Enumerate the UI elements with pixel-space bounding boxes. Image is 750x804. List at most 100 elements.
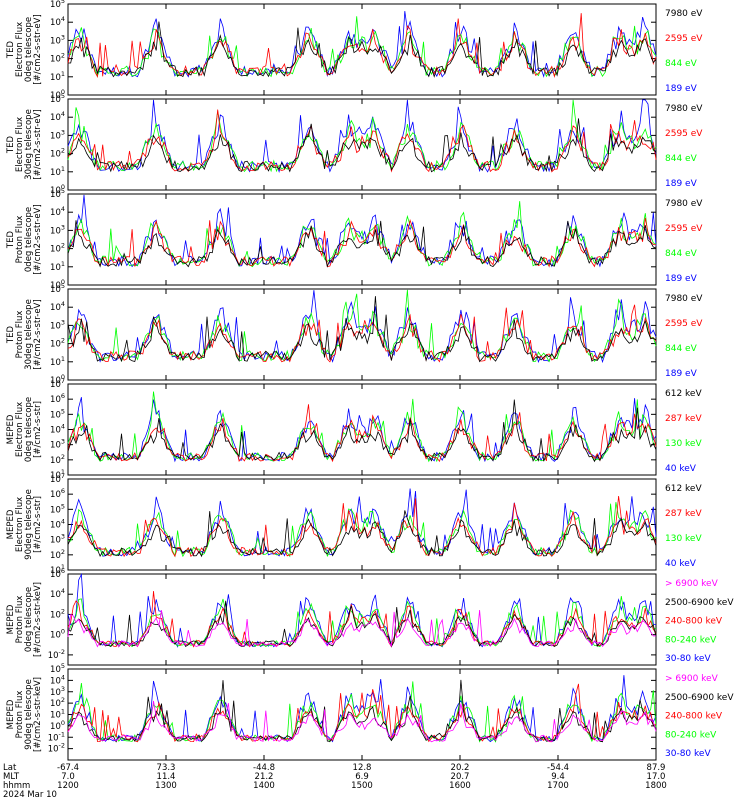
flux-series-trace (67, 591, 657, 648)
legend-entry: 189 eV (665, 274, 698, 284)
x-tick-hhmm: 1800 (645, 781, 667, 791)
legend-entry: 844 eV (665, 59, 698, 69)
y-axis-label: [#/cm2-s-str-eV] (33, 109, 43, 179)
y-tick-label: 106 (50, 567, 65, 580)
y-tick-label: 104 (50, 205, 65, 218)
legend-entry: 2595 eV (665, 319, 703, 329)
y-tick-label: 100 (50, 719, 65, 732)
flux-series-trace (67, 595, 657, 648)
y-tick-label: 101 (50, 260, 65, 273)
legend-entry: 612 keV (665, 484, 702, 494)
y-axis-label: 0deg telescope (24, 207, 34, 272)
legend-entry: 7980 eV (665, 104, 703, 114)
legend-entry: 189 eV (665, 179, 698, 189)
x-axis-row-label: 2024 Mar 10 (3, 790, 57, 800)
flux-series-trace (67, 572, 657, 648)
x-tick-lat: -67.4 (57, 763, 79, 773)
flux-series-trace (67, 217, 657, 268)
y-tick-label: 101 (50, 165, 65, 178)
legend-entry: 240-800 keV (665, 712, 723, 722)
panel-6: 101 102 103 104 105 106 107 MEPED Electron Flux 9… (6, 472, 702, 576)
y-axis-label: TED (6, 40, 16, 59)
legend-entry: 7980 eV (665, 9, 703, 19)
flux-series-trace (67, 675, 657, 743)
legend-entry: 2500-6900 keV (665, 693, 734, 703)
flux-series-trace (67, 296, 657, 363)
legend-entry: 7980 eV (665, 294, 703, 304)
flux-series-trace (67, 13, 657, 79)
y-tick-label: 102 (50, 453, 65, 466)
x-tick-mlt: 7.0 (61, 772, 75, 782)
y-tick-label: 103 (50, 438, 65, 451)
legend-entry: 844 eV (665, 154, 698, 164)
panel-3: 100 101 102 103 104 105 TED Proton Flux 0deg tel… (6, 187, 703, 291)
x-tick-mlt: 17.0 (647, 772, 666, 782)
legend-entry: 2595 eV (665, 34, 703, 44)
x-tick-hhmm: 1300 (155, 781, 177, 791)
y-axis-label: MEPED (6, 414, 16, 444)
y-tick-label: 102 (50, 548, 65, 561)
flux-series-trace (67, 118, 657, 173)
y-tick-label: 102 (50, 242, 65, 255)
x-axis-row-label: Lat (3, 763, 17, 773)
x-tick-lat: 20.2 (451, 763, 470, 773)
y-tick-label: 100 (50, 278, 65, 291)
y-tick-label: 102 (50, 607, 65, 620)
panel-7: 10-2 100 102 104 106 MEPED Proton Flux 0deg tel… (6, 567, 734, 666)
y-tick-label: 105 (50, 187, 65, 200)
legend-entry: 287 keV (665, 509, 702, 519)
flux-series-trace (67, 502, 657, 558)
y-axis-label: [#/cm2-s-str-keV] (33, 582, 43, 657)
y-tick-label: 102 (50, 337, 65, 350)
x-tick-mlt: 20.7 (451, 772, 470, 782)
flux-series-trace (67, 681, 657, 743)
y-tick-label: 104 (50, 423, 65, 436)
panel-5: 101 102 103 104 105 106 107 MEPED Electron Flux 0… (6, 377, 702, 481)
legend-entry: 844 eV (665, 344, 698, 354)
y-tick-label: 105 (50, 502, 65, 515)
y-axis-label: TED (6, 135, 16, 154)
y-tick-label: 10-2 (48, 742, 65, 755)
legend-entry: 7980 eV (665, 199, 703, 209)
panel-1: 100 101 102 103 104 105 TED Electron Flux 0deg t… (6, 0, 703, 101)
x-tick-lat: 12.8 (353, 763, 372, 773)
y-tick-label: 103 (50, 533, 65, 546)
panel-2: 100 101 102 103 104 105 TED Electron Flux 30deg … (6, 92, 703, 196)
legend-entry: 40 keV (665, 559, 697, 569)
y-axis-label: Proton Flux (15, 596, 25, 644)
y-axis-label: Electron Flux (15, 402, 25, 457)
x-tick-hhmm: 1700 (547, 781, 569, 791)
flux-series-trace (67, 488, 657, 558)
y-axis-label: 90deg telescope (24, 679, 34, 750)
legend-entry: 612 keV (665, 389, 702, 399)
y-tick-label: 107 (50, 472, 65, 485)
flux-series-trace (67, 109, 657, 173)
y-tick-label: 100 (50, 628, 65, 641)
legend-entry: 2595 eV (665, 129, 703, 139)
legend-entry: 40 keV (665, 464, 697, 474)
y-tick-label: 104 (50, 587, 65, 600)
y-tick-label: 10-2 (48, 648, 65, 661)
y-tick-label: 101 (50, 355, 65, 368)
y-axis-label: Proton Flux (15, 691, 25, 739)
flux-series-trace (67, 11, 657, 78)
y-axis-label: [#/cm2-s-str] (33, 401, 43, 458)
x-tick-hhmm: 1400 (253, 781, 275, 791)
legend-entry: > 6900 keV (665, 674, 719, 684)
flux-series-trace (67, 201, 657, 268)
flux-series-trace (68, 21, 657, 78)
y-axis-label: 0deg telescope (24, 587, 34, 652)
panel-frame (67, 573, 657, 666)
x-tick-hhmm: 1200 (57, 781, 79, 791)
x-tick-mlt: 21.2 (255, 772, 274, 782)
flux-series-trace (67, 609, 657, 648)
y-tick-label: 100 (50, 88, 65, 101)
legend-entry: > 6900 keV (665, 579, 719, 589)
y-axis-label: MEPED (6, 509, 16, 539)
y-axis-label: 90deg telescope (24, 489, 34, 560)
y-tick-label: 102 (50, 147, 65, 160)
y-axis-label: 30deg telescope (24, 299, 34, 370)
